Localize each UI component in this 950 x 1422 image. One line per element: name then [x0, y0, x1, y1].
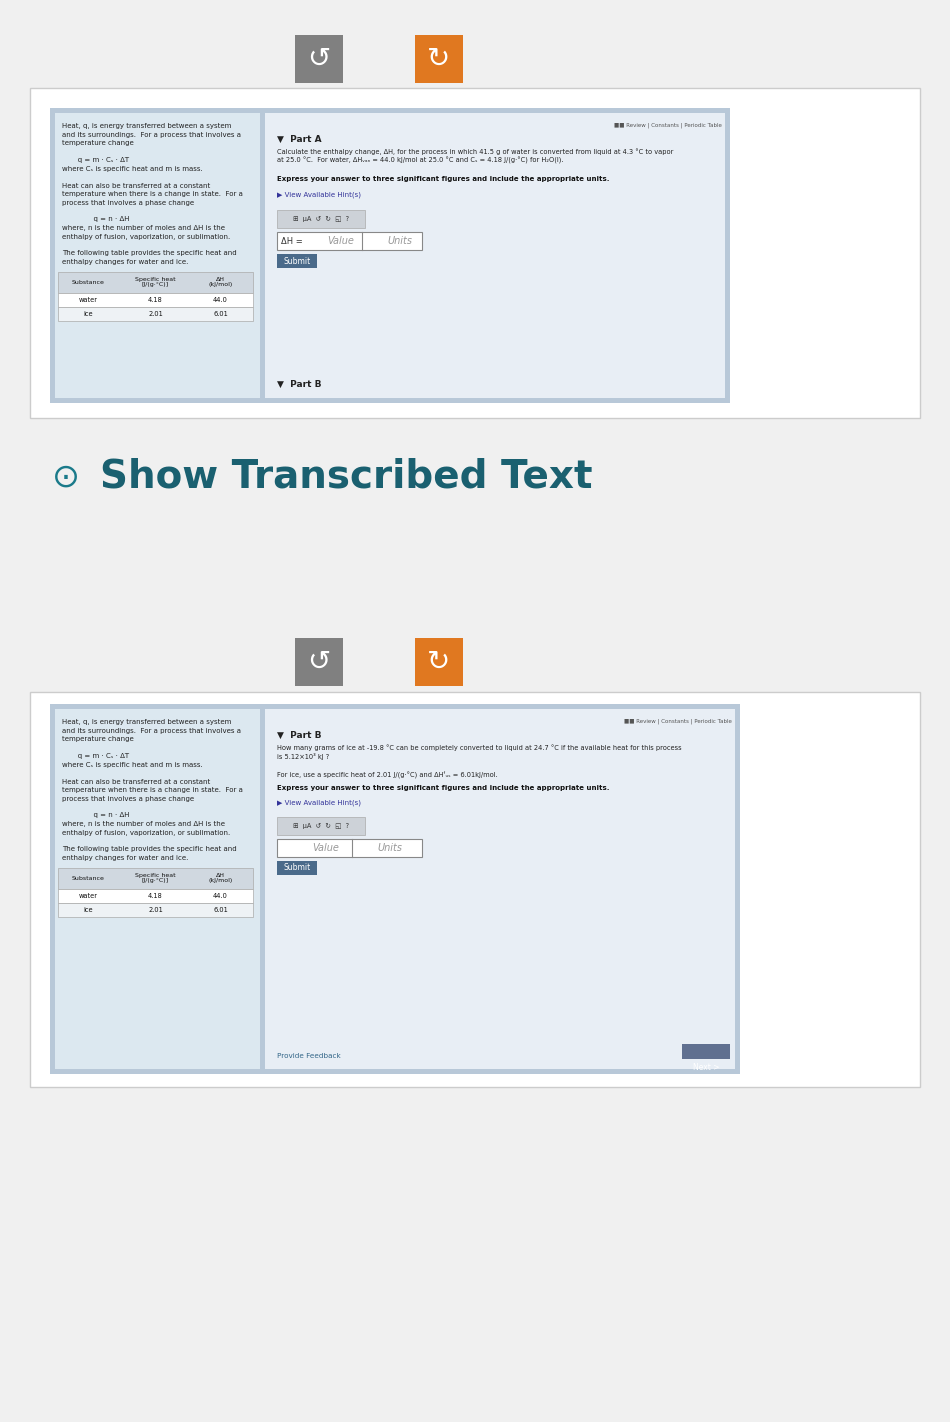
Bar	[265, 112, 725, 398]
Text: Express your answer to three significant figures and include the appropriate uni: Express your answer to three significant…	[277, 176, 610, 182]
Text: Heat can also be transferred at a constant: Heat can also be transferred at a consta…	[62, 778, 210, 785]
Text: water: water	[79, 893, 98, 899]
Text: Heat, q, is energy transferred between a system: Heat, q, is energy transferred between a…	[62, 720, 232, 725]
Text: ▼  Part B: ▼ Part B	[277, 380, 321, 390]
Text: 4.18: 4.18	[148, 893, 162, 899]
Bar	[58, 889, 253, 903]
Text: 6.01: 6.01	[213, 310, 228, 317]
Bar	[277, 818, 365, 835]
Text: ▶ View Available Hint(s): ▶ View Available Hint(s)	[277, 799, 361, 805]
Text: temperature change: temperature change	[62, 139, 134, 146]
Text: ↻: ↻	[428, 648, 450, 675]
Text: The following table provides the specific heat and: The following table provides the specifi…	[62, 846, 237, 853]
Text: ▶ View Available Hint(s): ▶ View Available Hint(s)	[277, 191, 361, 198]
Bar	[277, 232, 422, 250]
Bar	[55, 710, 260, 1069]
Bar	[50, 704, 740, 1074]
Bar	[30, 88, 920, 418]
Text: ↺: ↺	[308, 46, 331, 73]
Text: temperature when there is a change in state.  For a: temperature when there is a change in st…	[62, 191, 243, 198]
Bar	[50, 108, 730, 402]
Bar	[58, 272, 253, 293]
Text: where Cₛ is specific heat and m is mass.: where Cₛ is specific heat and m is mass.	[62, 165, 202, 172]
Bar	[58, 307, 253, 320]
Text: Submit: Submit	[283, 256, 311, 266]
Text: Substance: Substance	[71, 280, 104, 284]
Text: 44.0: 44.0	[213, 893, 228, 899]
Text: ■■ Review | Constants | Periodic Table: ■■ Review | Constants | Periodic Table	[624, 720, 732, 724]
Text: enthalpy changes for water and ice.: enthalpy changes for water and ice.	[62, 259, 188, 264]
Bar	[295, 638, 343, 685]
Text: Substance: Substance	[71, 876, 104, 880]
Text: The following table provides the specific heat and: The following table provides the specifi…	[62, 250, 237, 256]
Text: ⊞  μA  ↺  ↻  ◱  ?: ⊞ μA ↺ ↻ ◱ ?	[293, 216, 349, 222]
Text: q = n · ΔH: q = n · ΔH	[62, 812, 129, 819]
Bar	[265, 710, 735, 1069]
Text: where, n is the number of moles and ΔH is the: where, n is the number of moles and ΔH i…	[62, 820, 225, 828]
Text: Next >: Next >	[693, 1062, 719, 1072]
Text: For ice, use a specific heat of 2.01 J/(g·°C) and ΔHᶠᵤₛ = 6.01kJ/mol.: For ice, use a specific heat of 2.01 J/(…	[277, 771, 498, 778]
Text: Heat, q, is energy transferred between a system: Heat, q, is energy transferred between a…	[62, 122, 232, 129]
Text: ↻: ↻	[428, 46, 450, 73]
Text: q = m · Cₛ · ΔT: q = m · Cₛ · ΔT	[62, 156, 129, 164]
Text: temperature when there is a change in state.  For a: temperature when there is a change in st…	[62, 786, 243, 793]
Text: ⊙: ⊙	[52, 461, 80, 493]
Text: process that involves a phase change: process that involves a phase change	[62, 199, 194, 206]
Text: 6.01: 6.01	[213, 906, 228, 913]
Bar	[295, 36, 343, 82]
Text: water: water	[79, 297, 98, 303]
Bar	[58, 293, 253, 307]
Bar	[277, 860, 317, 875]
Text: enthalpy of fusion, vaporization, or sublimation.: enthalpy of fusion, vaporization, or sub…	[62, 829, 230, 836]
Text: Provide Feedback: Provide Feedback	[277, 1054, 341, 1059]
Text: Units: Units	[387, 236, 412, 246]
Text: process that involves a phase change: process that involves a phase change	[62, 795, 194, 802]
Text: enthalpy changes for water and ice.: enthalpy changes for water and ice.	[62, 855, 188, 860]
Bar	[30, 693, 920, 1086]
Text: where, n is the number of moles and ΔH is the: where, n is the number of moles and ΔH i…	[62, 225, 225, 230]
Text: ⊞  μA  ↺  ↻  ◱  ?: ⊞ μA ↺ ↻ ◱ ?	[293, 823, 349, 829]
Text: and its surroundings.  For a process that involves a: and its surroundings. For a process that…	[62, 728, 241, 734]
Text: where Cₛ is specific heat and m is mass.: where Cₛ is specific heat and m is mass.	[62, 762, 202, 768]
Text: enthalpy of fusion, vaporization, or sublimation.: enthalpy of fusion, vaporization, or sub…	[62, 233, 230, 239]
Text: Submit: Submit	[283, 863, 311, 873]
Text: 4.18: 4.18	[148, 297, 162, 303]
Bar	[277, 210, 365, 228]
Text: ice: ice	[84, 906, 93, 913]
Text: ▼  Part B: ▼ Part B	[277, 731, 321, 739]
Text: Value: Value	[312, 843, 339, 853]
Text: ΔH =: ΔH =	[281, 236, 303, 246]
Text: 44.0: 44.0	[213, 297, 228, 303]
Text: Show Transcribed Text: Show Transcribed Text	[100, 456, 593, 495]
Bar	[415, 36, 463, 82]
Text: Specific heat
[J/(g·°C)]: Specific heat [J/(g·°C)]	[135, 277, 176, 287]
Text: Calculate the enthalpy change, ΔH, for the process in which 41.5 g of water is c: Calculate the enthalpy change, ΔH, for t…	[277, 148, 674, 164]
Bar	[682, 1044, 730, 1059]
Text: Value: Value	[327, 236, 353, 246]
Text: ▼  Part A: ▼ Part A	[277, 135, 322, 144]
Text: q = n · ΔH: q = n · ΔH	[62, 216, 129, 222]
Text: q = m · Cₛ · ΔT: q = m · Cₛ · ΔT	[62, 754, 129, 759]
Text: Specific heat
[J/(g·°C)]: Specific heat [J/(g·°C)]	[135, 873, 176, 883]
Text: ice: ice	[84, 310, 93, 317]
Bar	[58, 903, 253, 917]
Bar	[55, 112, 260, 398]
Text: and its surroundings.  For a process that involves a: and its surroundings. For a process that…	[62, 131, 241, 138]
Text: Heat can also be transferred at a constant: Heat can also be transferred at a consta…	[62, 182, 210, 189]
Bar	[58, 867, 253, 889]
Bar	[277, 839, 422, 857]
Text: 2.01: 2.01	[148, 310, 162, 317]
Text: ΔH
(kJ/mol): ΔH (kJ/mol)	[208, 277, 233, 287]
Text: Units: Units	[377, 843, 402, 853]
Text: ↺: ↺	[308, 648, 331, 675]
Text: Express your answer to three significant figures and include the appropriate uni: Express your answer to three significant…	[277, 785, 610, 791]
Bar	[415, 638, 463, 685]
Text: ■■ Review | Constants | Periodic Table: ■■ Review | Constants | Periodic Table	[614, 122, 722, 128]
Text: ΔH
(kJ/mol): ΔH (kJ/mol)	[208, 873, 233, 883]
Bar	[277, 255, 317, 267]
Text: 2.01: 2.01	[148, 906, 162, 913]
Text: How many grams of ice at -19.8 °C can be completely converted to liquid at 24.7 : How many grams of ice at -19.8 °C can be…	[277, 744, 682, 761]
Text: temperature change: temperature change	[62, 737, 134, 742]
